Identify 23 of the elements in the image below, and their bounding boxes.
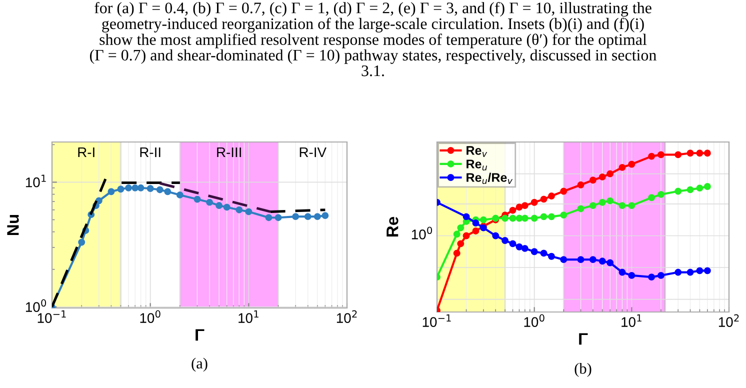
text: (b) xyxy=(574,363,592,377)
x-tick-label: 10$^{0}$ xyxy=(524,314,544,327)
y-axis-title: Nu xyxy=(7,214,19,235)
annotation: R-II xyxy=(140,147,160,158)
legend-label: Re$_{u}$ xyxy=(466,160,487,170)
x-tick-label: 10$^{2}$ xyxy=(718,314,739,327)
x-tick-label: 10$^{2}$ xyxy=(336,310,357,323)
text: for (a) Γ = 0.4, (b) Γ = 0.7, (c) Γ = 1, (d) Γ = 2, (e) Γ = 3, and (f) Γ = 10, illustrating the geometry-induced reorganization of the large-scale circulation. Insets (b)(i) and (f)(i) show the most amplified resolvent response modes of temperature (θ′) for the optimal (Γ = 0.7) and shear-dominated (Γ = 10) pathway states, respectively, discussed in section 3.1. xyxy=(90,2,656,76)
x-tick-label: 10$^{1}$ xyxy=(238,310,258,323)
band-label: R-III xyxy=(217,147,241,158)
x-axis-title: Γ xyxy=(196,329,204,341)
band-label: R-I xyxy=(78,147,94,158)
x-tick-label: 10$^{1}$ xyxy=(622,314,642,327)
x-axis-title: Γ xyxy=(579,333,588,345)
x-tick-label: 10$^{−1}$ xyxy=(422,314,451,327)
y-axis-title: Re xyxy=(386,216,398,237)
text: (a) xyxy=(192,358,208,372)
x-tick-label: 10$^{0}$ xyxy=(140,310,160,323)
annotation: R-IV xyxy=(300,147,326,158)
legend-label: Re$_{v}$ xyxy=(466,146,488,157)
annotation: 10$^{0}$ xyxy=(412,226,432,240)
legend-label: Re$_{u}$/Re$_{v}$ xyxy=(466,172,513,184)
x-tick-label: 10$^{−1}$ xyxy=(38,310,66,323)
